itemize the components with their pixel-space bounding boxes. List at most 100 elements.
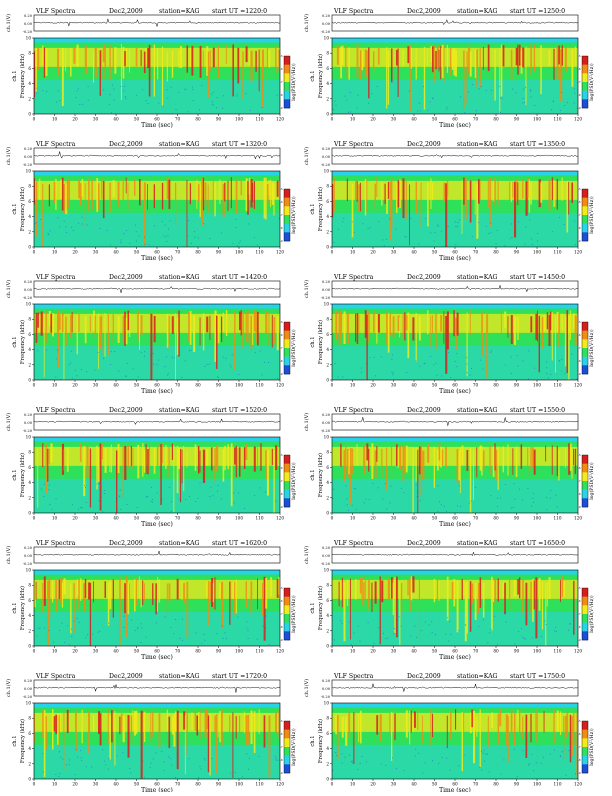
spectrogram-speckle [236,93,238,95]
x-tick-label: 20 [72,782,78,787]
spectrogram-speckle [37,627,39,629]
spectrogram-speckle [509,238,511,240]
y-tick-label: 2 [28,229,31,234]
spectrogram-speckle [418,752,420,754]
spectrogram-speckle [433,364,435,366]
spectrogram-speckle [76,375,78,377]
sferic-streak [394,577,396,634]
sferic-streak [271,314,273,348]
sferic-streak [122,315,124,343]
sferic-streak [273,450,275,513]
spectrogram-cyan-band [34,437,280,442]
spectrogram-speckle [212,91,214,93]
y-tick-label: 8 [326,450,329,455]
spectrogram-speckle [549,497,551,499]
colorbar-label: log(PSD(V²/Hz)) [588,196,595,234]
spectrogram-speckle [333,488,334,490]
spectrogram-speckle [189,496,190,497]
sferic-streak [150,712,152,741]
sferic-streak [432,315,433,334]
sferic-streak [143,51,146,74]
sferic-streak [199,45,202,78]
spectrogram-speckle [528,764,530,766]
sferic-streak [104,46,106,79]
colorbar-segment [284,631,290,641]
sferic-streak [271,182,274,205]
spectrogram-speckle [77,88,79,90]
spectrogram-speckle [123,90,125,92]
panel-start-ut: start UT =1420:0 [212,274,267,281]
sferic-streak [435,313,437,350]
spectrogram-speckle [163,761,165,763]
sferic-streak [533,449,536,475]
sferic-streak [491,576,493,631]
waveform-tick-label: -0.20 [23,429,33,433]
spectrogram-speckle [261,107,263,108]
colorbar-segment [582,455,588,464]
y-axis-label: Frequency (kHz) [19,54,26,98]
y-tick-label: 2 [28,362,31,367]
sferic-streak [278,49,280,71]
y-tick-label: 2 [28,761,31,766]
spectrogram-speckle [550,373,552,375]
sferic-streak [561,576,564,597]
sferic-streak [466,312,468,377]
sferic-streak [245,46,248,63]
y-tick-label: 6 [326,66,329,71]
spectrogram-speckle [110,364,111,365]
sferic-streak [571,448,573,479]
sferic-streak [464,582,467,642]
sferic-streak [445,447,447,468]
spectrogram-speckle [170,758,171,759]
sferic-streak [366,314,368,380]
sferic-streak [517,44,519,75]
spectrogram-speckle [256,638,258,640]
colorbar-tick-label: -8 [578,625,581,629]
y-tick-label: 8 [28,184,31,189]
sferic-streak [412,317,415,341]
sferic-streak [268,180,270,196]
channel-label: ch.1 [310,70,316,81]
x-tick-label: 10 [350,649,356,654]
colorbar-label: log(PSD(V²/Hz)) [588,329,595,367]
colorbar-segment [582,189,588,198]
sferic-streak [161,182,164,210]
spectrogram-speckle [392,354,393,356]
sferic-streak [423,46,426,110]
x-tick-label: 110 [554,383,562,388]
sferic-streak [333,178,335,212]
sferic-streak [181,449,183,484]
x-tick-label: 10 [350,383,356,388]
spectrogram-speckle [161,751,163,752]
spectrogram-activity-band [34,712,280,732]
sferic-streak [176,578,179,600]
waveform-axis-label: ch.1(V) [5,679,12,697]
sferic-streak [399,179,401,209]
colorbar-segment [582,99,588,109]
spectrogram-speckle [51,508,53,510]
spectrogram-speckle [342,376,344,378]
spectrogram-speckle [199,482,201,484]
sferic-streak [183,445,185,492]
x-tick-label: 40 [113,117,119,122]
y-tick-label: 0 [326,511,329,516]
sferic-streak [402,446,405,482]
x-tick-label: 80 [195,117,201,122]
sferic-streak [37,312,40,328]
sferic-streak [368,47,370,99]
sferic-streak [258,709,260,734]
sferic-streak [392,316,395,338]
sferic-streak [120,713,123,732]
sferic-streak [134,711,136,736]
spectrogram-speckle [403,492,405,493]
colorbar-frame [283,454,291,508]
y-tick-label: 4 [28,214,31,219]
spectrogram-speckle [422,772,424,774]
spectrogram-speckle [134,629,136,631]
colorbar-frame [581,188,589,242]
spectrogram-speckle [482,368,484,370]
sferic-streak [209,713,211,776]
spectrogram-speckle [551,109,552,111]
colorbar-segment [284,472,290,482]
sferic-streak [573,712,575,746]
